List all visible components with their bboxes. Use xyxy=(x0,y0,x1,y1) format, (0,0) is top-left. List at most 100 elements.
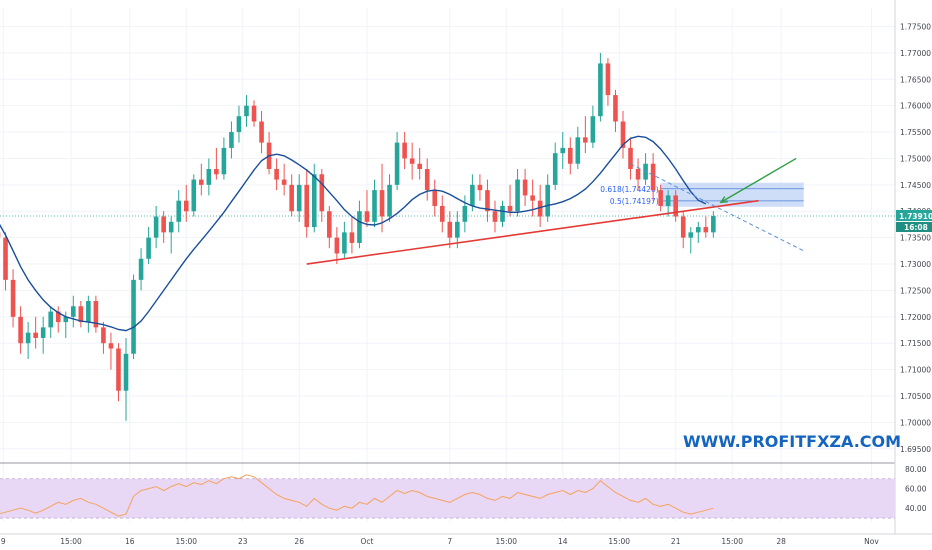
candle-body xyxy=(688,232,694,238)
price-tick-label: 1.73500 xyxy=(900,234,931,243)
arrow-head xyxy=(719,196,728,204)
candle-body xyxy=(259,121,264,143)
candle-body xyxy=(274,169,279,180)
price-tick-label: 1.72500 xyxy=(900,286,931,295)
time-tick-label: 15:00 xyxy=(60,537,82,546)
candle-body xyxy=(537,200,543,217)
candle-body xyxy=(432,190,438,206)
rsi-band xyxy=(0,478,895,519)
candle-body xyxy=(703,227,709,233)
time-tick-label: Nov xyxy=(864,537,879,546)
candle-body xyxy=(131,279,136,354)
rsi-tick-label: 60.00 xyxy=(905,485,927,494)
candle-body xyxy=(18,316,23,344)
candle-body xyxy=(485,190,490,212)
candle-body xyxy=(281,179,287,185)
rsi-panel: 80.00 60.00 40.00 xyxy=(0,465,927,519)
time-tick-label: 26 xyxy=(294,537,304,546)
price-tick-label: 1.70000 xyxy=(900,418,931,427)
candle-body xyxy=(364,211,370,222)
candle-body xyxy=(296,184,302,212)
fib-zone-box xyxy=(660,182,804,207)
fib-level-label: 0.618(1.74426) xyxy=(600,185,658,194)
price-tick-label: 1.73000 xyxy=(900,260,931,269)
candle-body xyxy=(598,63,603,117)
candle-body xyxy=(605,63,611,96)
candle-body xyxy=(673,195,678,217)
candle-body xyxy=(515,179,520,212)
candle-body xyxy=(168,221,174,233)
countdown-label: 16:08 xyxy=(904,223,928,232)
candle-body xyxy=(379,190,385,217)
candle-body xyxy=(10,279,16,317)
candle-body xyxy=(635,169,641,180)
price-tick-label: 1.75500 xyxy=(900,128,931,137)
candle-body xyxy=(530,195,535,201)
candle-body xyxy=(206,169,212,185)
candle-body xyxy=(447,221,453,238)
candle-body xyxy=(123,353,129,391)
candle-body xyxy=(116,348,121,391)
fib-level-label: 0.5(1.74197) xyxy=(610,197,659,206)
time-tick-label: Oct xyxy=(360,537,373,546)
candle-body xyxy=(191,179,197,212)
candle-body xyxy=(372,190,377,222)
time-tick-label: 28 xyxy=(776,537,786,546)
time-tick-label: 7 xyxy=(447,537,452,546)
candle-body xyxy=(108,343,114,349)
candle-body xyxy=(33,332,38,338)
current-price-tag xyxy=(896,209,932,221)
candle-body xyxy=(176,200,182,222)
price-axis[interactable]: 1.77500 1.77000 1.76500 1.76000 1.75500 1.750… xyxy=(896,22,932,454)
moving-average-line xyxy=(0,135,707,332)
time-tick-label: 9 xyxy=(1,537,6,546)
time-tick-label: 15:00 xyxy=(175,537,197,546)
price-tick-label: 1.76000 xyxy=(900,102,931,111)
price-tick-label: 1.77000 xyxy=(900,49,931,58)
candle-body xyxy=(63,316,69,323)
candle-body xyxy=(86,300,91,323)
rsi-tick-label: 40.00 xyxy=(905,504,927,513)
candle-body xyxy=(251,105,257,122)
candle-body xyxy=(492,211,498,222)
candle-body xyxy=(402,142,407,159)
candle-body xyxy=(153,216,159,238)
candle-body xyxy=(455,221,460,238)
price-tick-label: 1.72000 xyxy=(900,313,931,322)
candle-body xyxy=(409,158,415,164)
price-tick-label: 1.77500 xyxy=(900,22,931,31)
candle-body xyxy=(25,332,31,344)
candle-body xyxy=(357,211,362,243)
candle-body xyxy=(199,179,204,185)
current-price-label: 1.73910 xyxy=(899,212,932,221)
trendline xyxy=(306,199,759,265)
candle-body xyxy=(650,163,656,191)
candle-body xyxy=(665,195,671,206)
time-tick-label: 15:00 xyxy=(608,537,630,546)
candle-body xyxy=(711,215,716,233)
candle-body xyxy=(470,184,475,206)
candle-body xyxy=(477,184,483,191)
candle-body xyxy=(462,205,468,222)
price-tick-label: 1.74500 xyxy=(900,181,931,190)
candle-body xyxy=(628,147,633,170)
candle-body xyxy=(522,179,528,196)
candle-body xyxy=(3,237,8,280)
time-tick-label: 15:00 xyxy=(495,537,517,546)
candle-body xyxy=(417,163,422,170)
candle-body xyxy=(583,137,588,143)
candle-body xyxy=(71,306,76,317)
time-axis[interactable]: 9 15:00 16 15:00 23 26 Oct 7 15:00 14 15:00 21 15:00… xyxy=(1,537,879,546)
candle-body xyxy=(658,190,663,206)
candle-body xyxy=(387,184,392,217)
candle-body xyxy=(439,205,445,222)
candle-body xyxy=(244,105,249,117)
price-tick-label: 1.70500 xyxy=(900,392,931,401)
candle-body xyxy=(613,95,618,122)
candle-body xyxy=(40,327,46,338)
time-tick-label: 14 xyxy=(558,537,568,546)
rsi-line xyxy=(0,474,714,517)
candle-body xyxy=(214,169,219,175)
candle-body xyxy=(500,205,505,222)
